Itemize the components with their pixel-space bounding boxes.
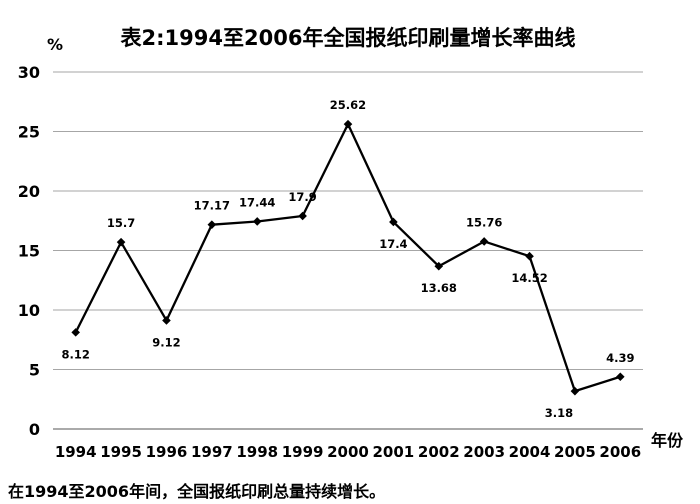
data-point-1998 — [252, 217, 262, 226]
data-point-2000 — [343, 119, 353, 129]
data-point-1995 — [116, 237, 126, 247]
x-tick-label-2000: 2000 — [327, 443, 369, 461]
y-tick-label-25: 25 — [18, 123, 40, 142]
y-tick-label-15: 15 — [18, 242, 40, 261]
y-tick-labels: 0 5 10 15 20 25 30 — [18, 63, 40, 439]
caption-text: 在1994至2006年间，全国报纸印刷总量持续增长。 — [8, 482, 386, 501]
data-point-2006 — [616, 372, 625, 382]
x-axis-unit: 年份 — [651, 431, 684, 450]
data-point-1996 — [162, 316, 171, 325]
data-point-2002 — [434, 261, 444, 271]
x-tick-label-1998: 1998 — [236, 443, 278, 461]
x-tick-label-2004: 2004 — [509, 443, 551, 461]
data-label-1998: 17.44 — [239, 195, 275, 209]
x-tick-label-1995: 1995 — [100, 443, 142, 461]
gridlines — [53, 71, 643, 430]
data-point-2004 — [525, 251, 534, 261]
data-label-2000: 25.62 — [330, 98, 366, 112]
data-point-1997 — [207, 220, 217, 229]
x-tick-labels: 1994 1995 1996 1997 1998 1999 2000 2001 2002 2003… — [55, 443, 641, 461]
series-polyline — [74, 122, 621, 393]
y-tick-label-5: 5 — [29, 361, 40, 380]
data-label-2005: 3.18 — [545, 406, 573, 420]
data-point-2001 — [389, 217, 398, 227]
y-axis-unit: % — [47, 35, 63, 54]
series-line — [74, 122, 621, 393]
data-point-1999 — [298, 211, 307, 221]
y-tick-label-30: 30 — [18, 63, 40, 82]
data-label-1995: 15.7 — [107, 216, 135, 230]
y-tick-label-10: 10 — [18, 301, 40, 320]
x-tick-label-2006: 2006 — [599, 443, 641, 461]
x-tick-label-1994: 1994 — [55, 443, 97, 461]
data-label-2001: 17.4 — [379, 237, 407, 251]
data-label-1999: 17.9 — [288, 190, 316, 204]
data-label-2003: 15.76 — [466, 215, 502, 229]
chart-title: 表2:1994至2006年全国报纸印刷量增长率曲线 — [121, 26, 576, 50]
data-point-1994 — [71, 328, 80, 337]
x-tick-label-1997: 1997 — [191, 443, 233, 461]
data-label-2002: 13.68 — [421, 281, 457, 295]
data-labels: 8.12 15.7 9.12 17.17 17.44 17.9 25.62 17.4 13.68… — [62, 98, 635, 420]
data-point-2005 — [570, 386, 580, 396]
x-tick-label-2003: 2003 — [463, 443, 505, 461]
x-tick-label-1999: 1999 — [282, 443, 324, 461]
y-tick-label-20: 20 — [18, 182, 40, 201]
data-label-2004: 14.52 — [511, 271, 547, 285]
data-label-1996: 9.12 — [152, 335, 180, 349]
x-tick-label-2001: 2001 — [373, 443, 415, 461]
data-label-2006: 4.39 — [606, 351, 634, 365]
y-tick-label-0: 0 — [29, 420, 40, 439]
series-markers — [71, 119, 625, 396]
data-label-1994: 8.12 — [62, 347, 90, 361]
x-tick-label-2005: 2005 — [554, 443, 596, 461]
data-label-1997: 17.17 — [194, 199, 230, 213]
x-tick-label-2002: 2002 — [418, 443, 460, 461]
x-tick-label-1996: 1996 — [146, 443, 188, 461]
data-point-2003 — [479, 237, 489, 246]
